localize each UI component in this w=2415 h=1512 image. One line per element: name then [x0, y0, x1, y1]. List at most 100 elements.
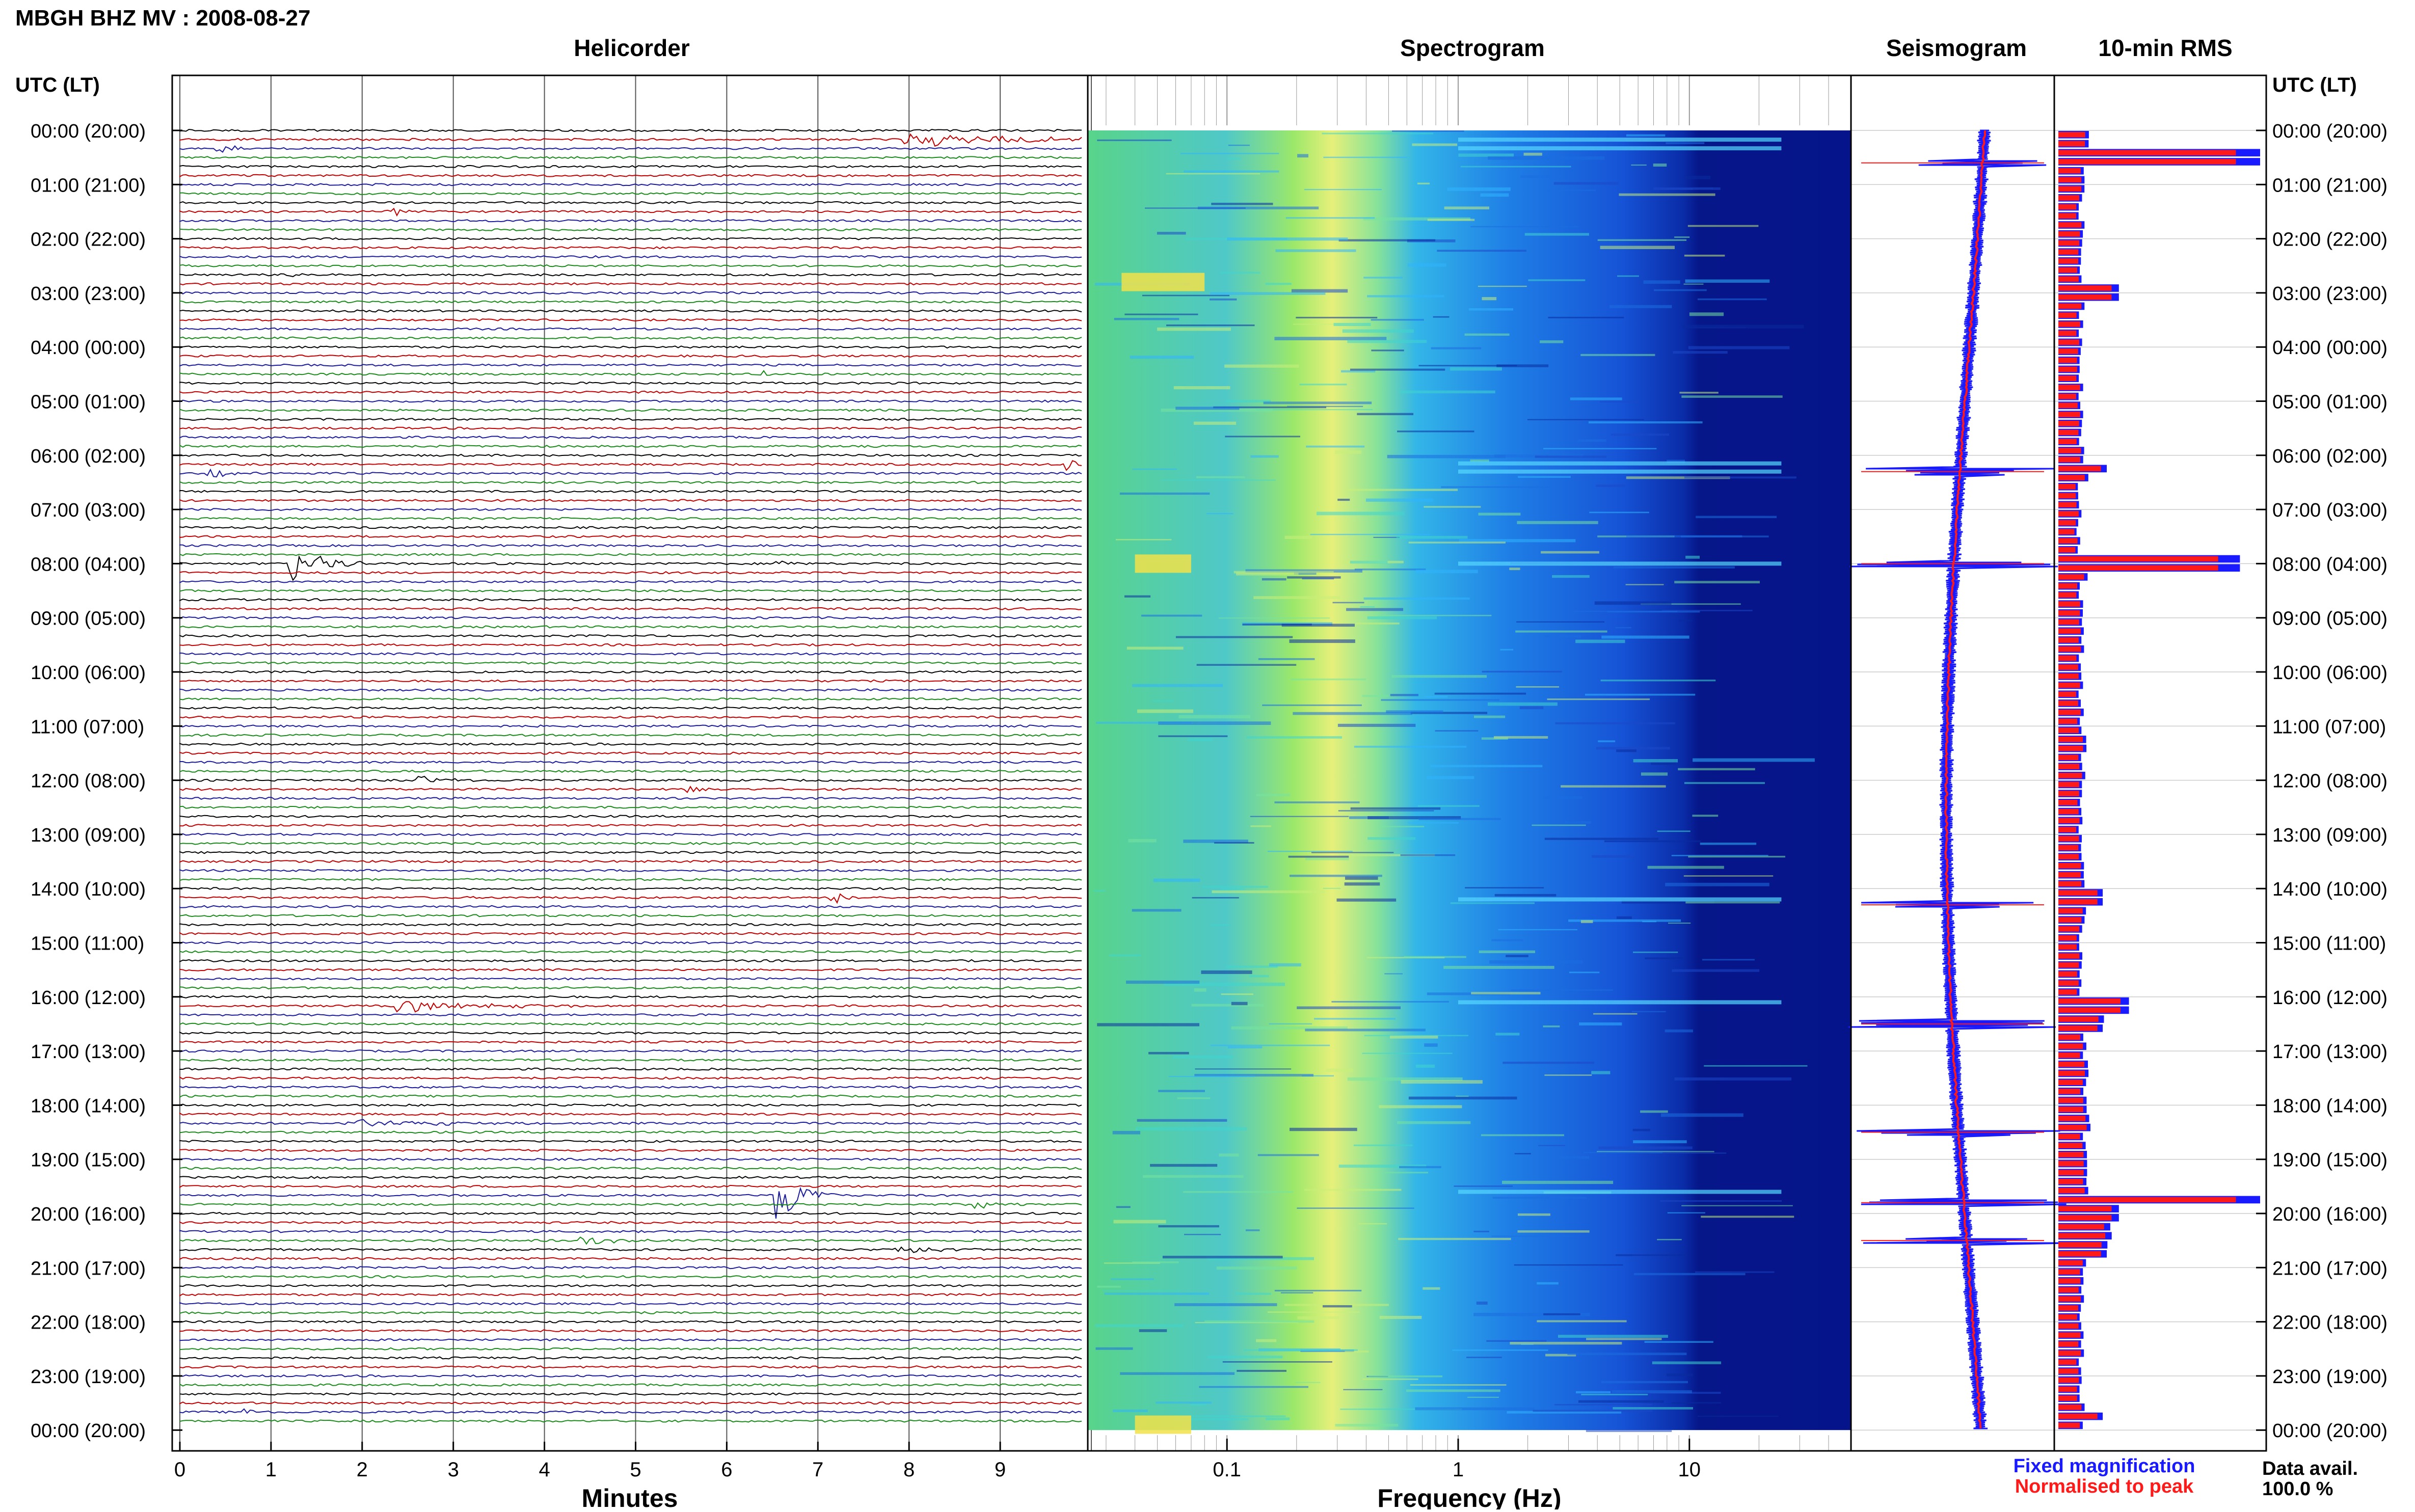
spectrogram-speckle	[1119, 492, 1210, 495]
spectrogram-speckle	[1237, 1370, 1286, 1372]
spectrogram-speckle	[1544, 1074, 1592, 1076]
spectrogram-speckle	[1290, 1127, 1357, 1131]
spectrogram-speckle	[1681, 395, 1783, 398]
spectrogram-speckle	[1175, 407, 1240, 410]
rms-normalised-bar	[2058, 700, 2078, 706]
helicorder-trace	[179, 1140, 1082, 1143]
minute-tick-label: 3	[448, 1459, 459, 1481]
spectrogram-speckle	[1340, 1409, 1462, 1410]
spectrogram-speckle	[1384, 1172, 1429, 1174]
spectrogram-speckle	[1235, 1292, 1271, 1295]
rms-normalised-bar	[2058, 1224, 2104, 1230]
spectrogram-speckle	[1297, 154, 1308, 158]
spectrogram-lowfreq-patch	[1135, 1415, 1191, 1434]
helicorder-trace	[179, 1275, 1082, 1279]
spectrogram-event-streak	[1458, 1000, 1782, 1005]
rms-normalised-bar	[2058, 1305, 2078, 1311]
spectrogram-speckle	[1365, 498, 1433, 502]
helicorder-trace	[179, 128, 1082, 132]
helicorder-trace	[179, 1246, 1082, 1253]
spectrogram-speckle	[1597, 239, 1687, 241]
spectrogram-speckle	[1695, 1271, 1775, 1273]
minute-tick-label: 5	[630, 1459, 641, 1481]
rms-normalised-bar	[2058, 294, 2112, 300]
spectrogram-speckle	[1220, 272, 1260, 274]
rms-normalised-bar	[2058, 682, 2080, 688]
rms-normalised-bar	[2058, 592, 2077, 598]
spectrogram-speckle	[1506, 955, 1528, 957]
spectrogram-speckle	[1510, 1342, 1622, 1345]
spectrogram-speckle	[1210, 1044, 1330, 1046]
helicorder-trace	[179, 1419, 1082, 1423]
spectrogram-speckle	[1637, 1152, 1727, 1154]
rms-normalised-bar	[2058, 339, 2079, 345]
helicorder-trace	[179, 986, 1082, 990]
rms-normalised-bar	[2058, 1368, 2079, 1374]
rms-normalised-bar	[2058, 1179, 2083, 1184]
spectrogram-speckle	[1667, 460, 1685, 463]
helicorder-trace	[179, 968, 1082, 971]
spectrogram-speckle	[1609, 305, 1672, 308]
helicorder-trace	[179, 893, 1082, 904]
rms-normalised-bar	[2058, 989, 2077, 995]
spectrogram-speckle	[1166, 325, 1255, 327]
time-label-right: 05:00 (01:00)	[2272, 392, 2387, 413]
spectrogram-speckle	[1256, 1339, 1277, 1342]
time-label-right: 21:00 (17:00)	[2272, 1258, 2387, 1279]
rms-normalised-bar	[2058, 781, 2079, 788]
spectrogram-speckle	[1356, 623, 1400, 625]
spectrogram-speckle	[1517, 521, 1598, 524]
spectrogram-speckle	[1633, 759, 1678, 763]
rms-normalised-bar	[2058, 1124, 2087, 1130]
spectrogram-speckle	[1338, 1165, 1427, 1168]
spectrogram-speckle	[1288, 855, 1349, 858]
rms-normalised-bar	[2058, 1089, 2081, 1094]
spectrogram-speckle	[1323, 1305, 1352, 1308]
spectrogram-speckle	[1132, 468, 1177, 470]
spectrogram-speckle	[1400, 854, 1456, 856]
time-label-right: 18:00 (14:00)	[2272, 1095, 2387, 1117]
spectrogram-speckle	[1386, 710, 1443, 713]
helicorder-trace	[179, 508, 1082, 511]
spectrogram-speckle	[1262, 578, 1286, 581]
rms-normalised-bar	[2058, 312, 2077, 318]
spectrogram-speckle	[1213, 406, 1327, 409]
spectrogram-speckle	[1660, 1113, 1743, 1117]
minute-tick-label: 8	[903, 1459, 915, 1481]
frequency-tick-label: 1	[1453, 1459, 1464, 1481]
helicorder-trace	[179, 460, 1082, 471]
rms-normalised-bar	[2058, 493, 2076, 499]
rms-normalised-bar	[2058, 330, 2077, 336]
spectrogram-speckle	[1433, 316, 1450, 318]
rms-normalised-bar	[2058, 962, 2079, 968]
helicorder-trace	[179, 1167, 1082, 1170]
helicorder-trace	[179, 815, 1082, 818]
spectrogram-speckle	[1579, 1022, 1622, 1025]
time-label-left: 00:00 (20:00)	[31, 1420, 146, 1442]
helicorder-trace	[179, 1320, 1082, 1324]
helicorder-trace	[179, 832, 1082, 836]
spectrogram-speckle	[1441, 486, 1554, 488]
time-label-left: 02:00 (22:00)	[31, 229, 146, 251]
rms-normalised-bar	[2058, 899, 2098, 905]
spectrogram-speckle	[1528, 279, 1586, 281]
helicorder-trace	[179, 1401, 1082, 1405]
rms-normalised-bar	[2058, 1251, 2101, 1257]
spectrogram-speckle	[1617, 275, 1639, 277]
rms-normalised-bar	[2058, 953, 2080, 959]
spectrogram-speckle	[1310, 533, 1431, 535]
spectrogram-speckle	[1537, 1282, 1559, 1285]
spectrogram-speckle	[1600, 246, 1675, 249]
helicorder-trace	[179, 370, 1082, 376]
rms-normalised-bar	[2058, 764, 2080, 769]
spectrogram-speckle	[1450, 367, 1502, 371]
rms-normalised-bar	[2058, 1106, 2083, 1113]
spectrogram-speckle	[1175, 636, 1293, 638]
helicorder-trace	[179, 426, 1082, 430]
spectrogram-speckle	[1115, 539, 1172, 541]
time-label-right: 20:00 (16:00)	[2272, 1204, 2387, 1225]
spectrogram-speckle	[1488, 702, 1558, 706]
rms-normalised-bar	[2058, 303, 2082, 309]
helicorder-trace	[179, 282, 1082, 286]
rms-normalised-bar	[2058, 456, 2080, 463]
